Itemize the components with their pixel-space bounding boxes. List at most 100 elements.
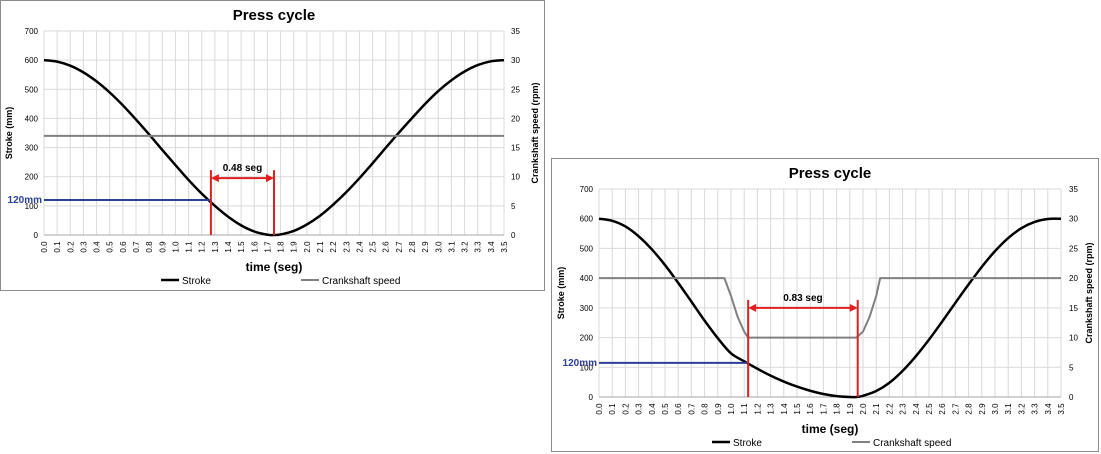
x-tick-label: 1.6 — [250, 241, 259, 253]
x-tick-label: 2.9 — [978, 403, 987, 415]
x-tick-label: 2.7 — [951, 403, 960, 415]
x-tick-label: 2.0 — [859, 403, 868, 415]
x-tick-label: 2.8 — [408, 241, 417, 253]
x-tick-label: 0.0 — [595, 403, 604, 415]
y-tick-label: 500 — [580, 244, 594, 253]
x-tick-label: 2.6 — [382, 241, 391, 253]
x-tick-label: 1.5 — [237, 241, 246, 253]
y-tick-label: 600 — [580, 215, 594, 224]
y-tick-label: 700 — [580, 185, 594, 194]
x-axis-label: time (seg) — [246, 260, 303, 274]
legend-label: Crankshaft speed — [873, 438, 951, 449]
x-tick-label: 2.6 — [938, 403, 947, 415]
x-tick-label: 3.1 — [447, 241, 456, 253]
x-tick-label: 0.3 — [635, 403, 644, 415]
y-tick-label: 300 — [580, 304, 594, 313]
x-tick-label: 1.9 — [290, 241, 299, 253]
chart-2-canvas: Press cycle 0.0 0.1 0.2 0.3 0.4 0.5 0.6 0.7 0.8 0.… — [556, 165, 1094, 449]
y-tick-label: 200 — [25, 173, 39, 182]
x-tick-label: 0.7 — [132, 241, 141, 253]
y2-tick-label: 0 — [1069, 393, 1074, 402]
y2-tick-label: 35 — [511, 27, 520, 36]
x-tick-label: 3.5 — [1057, 403, 1066, 415]
x-tick-label: 2.4 — [912, 403, 921, 415]
chart-1-canvas: Press cycle 0.0 0.1 0.2 0.3 0.4 0.5 0.6 0.7 0.8 0.… — [4, 7, 540, 287]
x-tick-label: 1.1 — [185, 241, 194, 253]
x-tick-label: 3.3 — [1031, 403, 1040, 415]
x-tick-label: 1.7 — [819, 403, 828, 415]
x-tick-label: 1.8 — [277, 241, 286, 253]
y2-tick-label: 0 — [511, 231, 516, 240]
x-tick-label: 2.4 — [355, 241, 364, 253]
x-tick-label: 1.0 — [171, 241, 180, 253]
series-line-crankshaft-speed — [599, 277, 1061, 339]
y-tick-label: 200 — [580, 334, 594, 343]
y-tick-label: 300 — [25, 144, 39, 153]
y-tick-label: 0 — [34, 231, 39, 240]
x-tick-label: 2.3 — [899, 403, 908, 415]
y2-tick-label: 5 — [511, 202, 516, 211]
y2-tick-label: 20 — [1069, 274, 1078, 283]
x-tick-label: 0.8 — [701, 403, 710, 415]
y-tick-label: 400 — [25, 114, 39, 123]
x-tick-label: 1.3 — [767, 403, 776, 415]
x-tick-label: 0.8 — [145, 241, 154, 253]
x-tick-label: 1.5 — [793, 403, 802, 415]
x-tick-label: 2.5 — [925, 403, 934, 415]
x-tick-label: 2.0 — [303, 241, 312, 253]
annotation-duration-label: 0.83 seg — [783, 293, 822, 304]
y2-tick-label: 35 — [1069, 185, 1078, 194]
y-tick-label: 500 — [25, 85, 39, 94]
series-line-stroke — [598, 217, 1062, 399]
annotation-arrowhead-left — [210, 174, 219, 183]
y-tick-label: 700 — [25, 27, 39, 36]
x-tick-label: 0.0 — [40, 241, 49, 253]
annotation-duration-label: 0.48 seg — [223, 163, 262, 174]
x-tick-label: 1.7 — [263, 241, 272, 253]
x-tick-label: 1.4 — [780, 403, 789, 415]
y2-tick-label: 5 — [1069, 363, 1074, 372]
legend-label: Stroke — [733, 438, 762, 449]
x-tick-label: 0.4 — [648, 403, 657, 415]
annotation-arrowhead-right — [266, 174, 274, 183]
x-tick-label: 0.1 — [608, 403, 617, 415]
x-tick-label: 3.0 — [434, 241, 443, 253]
y2-tick-label: 15 — [511, 144, 520, 153]
x-tick-label: 2.9 — [421, 241, 430, 253]
y2-tick-label: 25 — [511, 85, 520, 94]
annotation-arrowhead-left — [748, 303, 757, 312]
y2-tick-label: 30 — [511, 56, 520, 65]
x-tick-label: 2.1 — [872, 403, 881, 415]
x-tick-label: 2.2 — [329, 241, 338, 253]
x-tick-label: 0.7 — [687, 403, 696, 415]
press-cycle-chart-2: Press cycle 0.0 0.1 0.2 0.3 0.4 0.5 0.6 0.7 0.8 0.… — [551, 158, 1099, 452]
legend-label: Stroke — [182, 276, 211, 287]
legend-label: Crankshaft speed — [322, 276, 400, 287]
x-tick-label: 1.0 — [727, 403, 736, 415]
y-tick-label: 600 — [25, 56, 39, 65]
x-axis-label: time (seg) — [802, 422, 859, 436]
x-tick-label: 0.5 — [661, 403, 670, 415]
x-tick-label: 0.2 — [621, 403, 630, 415]
x-tick-label: 0.6 — [674, 403, 683, 415]
y-axis-label: Stroke (mm) — [556, 267, 566, 320]
x-tick-label: 3.1 — [1004, 403, 1013, 415]
y2-tick-label: 15 — [1069, 304, 1078, 313]
x-tick-label: 3.0 — [991, 403, 1000, 415]
x-tick-label: 0.4 — [93, 241, 102, 253]
y2-tick-label: 10 — [1069, 334, 1078, 343]
x-tick-label: 2.8 — [965, 403, 974, 415]
x-tick-label: 0.1 — [53, 241, 62, 253]
y-axis-label: Stroke (mm) — [4, 107, 14, 160]
y2-tick-label: 25 — [1069, 244, 1078, 253]
x-tick-label: 0.9 — [714, 403, 723, 415]
x-tick-label: 3.4 — [487, 241, 496, 253]
x-tick-label: 3.2 — [1017, 403, 1026, 415]
x-tick-label: 1.6 — [806, 403, 815, 415]
x-tick-label: 2.5 — [369, 241, 378, 253]
x-tick-label: 1.8 — [833, 403, 842, 415]
x-tick-label: 3.3 — [474, 241, 483, 253]
x-tick-label: 2.1 — [316, 241, 325, 253]
x-tick-label: 1.1 — [740, 403, 749, 415]
y2-tick-label: 10 — [511, 173, 520, 182]
